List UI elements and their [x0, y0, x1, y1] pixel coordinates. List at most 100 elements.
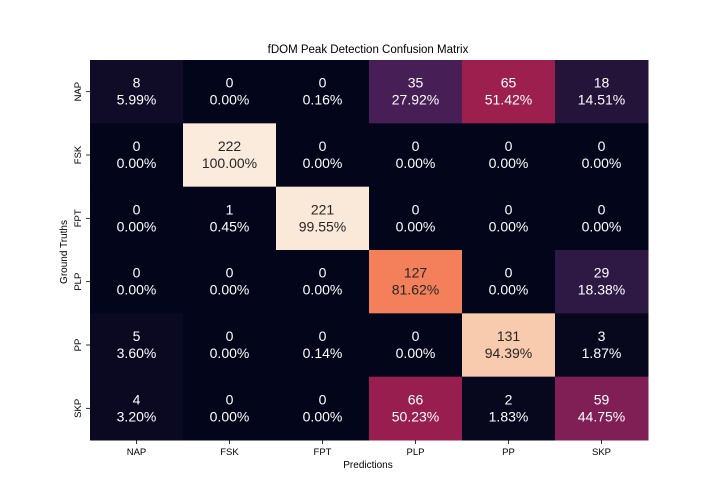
- heatmap-cell: [555, 250, 649, 314]
- x-axis-ticks: NAP FSK FPT PLP PP SKP: [127, 440, 611, 458]
- x-tick-label: FPT: [314, 447, 332, 458]
- heatmap-cell: [369, 313, 463, 378]
- cell-percent-label: 1.83%: [489, 408, 529, 424]
- heatmap-cell: [276, 60, 370, 124]
- heatmap-cells: 85.99%00.00%00.16%3527.92%6551.42%1814.5…: [90, 60, 649, 441]
- cell-count-label: 29: [594, 265, 610, 281]
- heatmap-cell: [462, 60, 556, 124]
- cell-percent-label: 100.00%: [202, 155, 257, 171]
- cell-percent-label: 0.14%: [303, 345, 343, 361]
- x-axis-label: Predictions: [343, 460, 392, 471]
- cell-percent-label: 0.00%: [303, 408, 343, 424]
- cell-count-label: 59: [594, 391, 610, 407]
- cell-count-label: 35: [408, 75, 424, 91]
- cell-percent-label: 0.00%: [396, 218, 436, 234]
- heatmap-cell: [555, 123, 649, 188]
- cell-count-label: 8: [133, 75, 141, 91]
- y-tick-label: PP: [73, 339, 84, 352]
- heatmap-cell: [462, 186, 556, 251]
- cell-count-label: 127: [404, 265, 428, 281]
- x-tick-label: PLP: [407, 447, 425, 458]
- cell-percent-label: 0.45%: [210, 218, 250, 234]
- cell-percent-label: 44.75%: [578, 408, 625, 424]
- cell-count-label: 0: [598, 201, 606, 217]
- y-tick-label: PLP: [73, 273, 84, 291]
- cell-count-label: 1: [226, 201, 234, 217]
- cell-count-label: 0: [133, 201, 141, 217]
- cell-percent-label: 0.00%: [210, 408, 250, 424]
- y-tick-label: FPT: [73, 209, 84, 227]
- heatmap-cell: [183, 313, 277, 378]
- cell-percent-label: 0.00%: [489, 218, 529, 234]
- heatmap-cell: [555, 313, 649, 378]
- heatmap-cell: [90, 186, 184, 251]
- cell-percent-label: 0.00%: [210, 92, 250, 108]
- cell-count-label: 131: [497, 328, 521, 344]
- cell-count-label: 0: [226, 75, 234, 91]
- cell-count-label: 66: [408, 391, 424, 407]
- cell-count-label: 0: [505, 138, 513, 154]
- cell-count-label: 0: [598, 138, 606, 154]
- heatmap-cell: [462, 123, 556, 188]
- x-tick-label: SKP: [592, 447, 611, 458]
- cell-percent-label: 50.23%: [392, 408, 439, 424]
- heatmap-cell: [90, 376, 184, 441]
- cell-percent-label: 1.87%: [582, 345, 622, 361]
- heatmap-cell: [90, 60, 184, 124]
- heatmap-cell: [369, 60, 463, 124]
- cell-count-label: 0: [226, 391, 234, 407]
- cell-count-label: 221: [311, 201, 335, 217]
- cell-percent-label: 94.39%: [485, 345, 532, 361]
- cell-percent-label: 27.92%: [392, 92, 439, 108]
- cell-percent-label: 0.00%: [582, 155, 622, 171]
- cell-percent-label: 0.00%: [582, 218, 622, 234]
- cell-count-label: 0: [319, 328, 327, 344]
- heatmap-cell: [90, 250, 184, 314]
- heatmap-cell: [276, 313, 370, 378]
- cell-count-label: 3: [598, 328, 606, 344]
- x-tick-label: PP: [502, 447, 515, 458]
- heatmap-cell: [369, 250, 463, 314]
- heatmap-cell: [276, 376, 370, 441]
- cell-percent-label: 18.38%: [578, 282, 625, 298]
- heatmap-cell: [183, 250, 277, 314]
- cell-count-label: 4: [133, 391, 141, 407]
- heatmap-cell: [183, 376, 277, 441]
- cell-count-label: 0: [412, 328, 420, 344]
- cell-percent-label: 0.00%: [210, 282, 250, 298]
- cell-count-label: 18: [594, 75, 610, 91]
- cell-count-label: 0: [319, 265, 327, 281]
- heatmap-cell: [555, 186, 649, 251]
- cell-percent-label: 0.00%: [396, 155, 436, 171]
- y-axis-label: Ground Truths: [59, 220, 70, 284]
- cell-percent-label: 0.16%: [303, 92, 343, 108]
- y-tick-label: FSK: [73, 145, 84, 164]
- cell-count-label: 0: [505, 265, 513, 281]
- heatmap-cell: [462, 376, 556, 441]
- cell-count-label: 0: [412, 138, 420, 154]
- cell-count-label: 0: [319, 75, 327, 91]
- cell-percent-label: 14.51%: [578, 92, 625, 108]
- cell-percent-label: 0.00%: [117, 218, 157, 234]
- heatmap-cell: [90, 313, 184, 378]
- cell-count-label: 0: [133, 265, 141, 281]
- heatmap-cell: [183, 186, 277, 251]
- cell-percent-label: 0.00%: [303, 155, 343, 171]
- cell-percent-label: 0.00%: [303, 282, 343, 298]
- cell-percent-label: 99.55%: [299, 218, 346, 234]
- x-tick-label: NAP: [127, 447, 147, 458]
- cell-count-label: 2: [505, 391, 513, 407]
- heatmap-cell: [276, 250, 370, 314]
- cell-count-label: 0: [319, 391, 327, 407]
- chart-title: fDOM Peak Detection Confusion Matrix: [268, 44, 469, 56]
- heatmap-cell: [183, 123, 277, 188]
- cell-percent-label: 81.62%: [392, 282, 439, 298]
- heatmap-cell: [276, 123, 370, 188]
- heatmap-cell: [369, 186, 463, 251]
- heatmap-cell: [90, 123, 184, 188]
- cell-count-label: 0: [319, 138, 327, 154]
- x-tick-label: FSK: [220, 447, 239, 458]
- cell-percent-label: 51.42%: [485, 92, 532, 108]
- cell-percent-label: 0.00%: [396, 345, 436, 361]
- cell-percent-label: 0.00%: [489, 155, 529, 171]
